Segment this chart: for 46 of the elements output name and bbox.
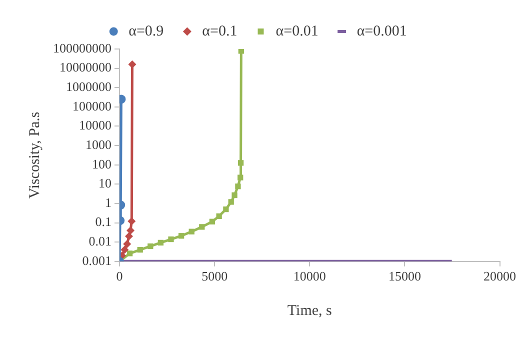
y-tick-label: 0.01	[88, 234, 112, 249]
point	[123, 240, 132, 248]
legend-label: α=0.01	[276, 23, 318, 40]
x-tick-label: 0	[116, 268, 123, 284]
point	[125, 232, 134, 240]
y-tick-label: 10000	[79, 118, 112, 133]
x-tick-label: 15000	[388, 268, 421, 284]
y-tick-label: 100	[92, 156, 112, 172]
y-tick-label: 1000000	[66, 79, 112, 94]
y-tick-label: 1000	[86, 136, 112, 152]
point	[238, 160, 244, 166]
x-axis-title: Time, s	[287, 302, 332, 319]
point	[158, 240, 164, 246]
point	[128, 60, 136, 68]
point	[238, 49, 244, 54]
y-tick-label: 0.1	[95, 214, 112, 230]
point	[216, 213, 222, 219]
point	[126, 250, 133, 256]
point	[168, 236, 174, 242]
legend-label: α=0.1	[202, 23, 238, 40]
y-tick-label: 10000000	[60, 60, 112, 75]
point	[148, 243, 154, 250]
y-tick-label: 100000	[72, 98, 112, 114]
point	[128, 217, 136, 226]
x-tick-label: 5000	[202, 268, 228, 284]
legend-label: α=0.9	[128, 23, 164, 40]
y-tick-label: 1	[105, 194, 112, 210]
point	[238, 174, 244, 180]
y-tick-label: 10	[98, 176, 112, 191]
point	[232, 192, 238, 198]
legend-label: α=0.001	[356, 23, 407, 40]
point	[199, 224, 205, 230]
point	[223, 206, 229, 212]
y-tick-label: 0.001	[82, 252, 112, 268]
point	[120, 246, 129, 254]
y-tick-label: 100000000	[53, 40, 112, 56]
point	[137, 246, 143, 253]
point	[188, 228, 194, 234]
point	[228, 199, 234, 205]
point	[126, 226, 135, 234]
point	[235, 184, 241, 190]
point	[209, 218, 216, 224]
point	[178, 233, 184, 239]
x-tick-label: 10000	[293, 268, 326, 284]
x-tick-label: 20000	[484, 268, 516, 284]
y-axis-title: Viscosity, Pa.s	[26, 112, 43, 199]
